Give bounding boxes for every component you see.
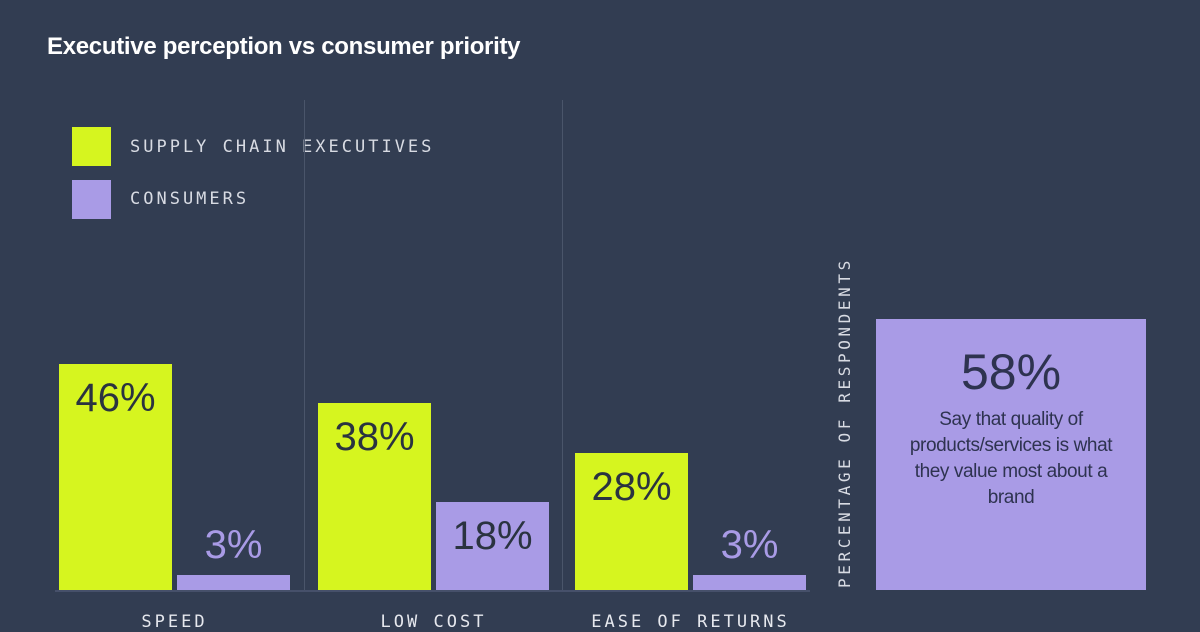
- data-label: 3%: [204, 523, 263, 568]
- data-label: 38%: [334, 415, 415, 460]
- data-label: 18%: [452, 513, 533, 558]
- bar-consumers: [436, 501, 549, 590]
- bar-consumers: [693, 575, 806, 590]
- callout-text: Say that quality of products/services is…: [909, 408, 1113, 508]
- legend-label-consumers: CONSUMERS: [130, 189, 250, 209]
- bar-consumers: [177, 575, 290, 590]
- y-axis-label: PERCENTAGE OF RESPONDENTS: [835, 257, 854, 588]
- data-label: 3%: [720, 523, 779, 568]
- legend-swatch-consumers: [72, 180, 111, 219]
- x-axis-baseline: [55, 590, 810, 592]
- callout-value: 58%: [960, 343, 1062, 400]
- legend-swatch-executives: [72, 127, 111, 166]
- category-label: SPEED: [141, 612, 208, 632]
- category-label: LOW COST: [380, 612, 487, 632]
- callout-box: 58% Say that quality of products/service…: [876, 318, 1146, 590]
- group-divider: [562, 100, 563, 590]
- category-label: EASE OF RETURNS: [591, 612, 790, 632]
- data-label: 28%: [591, 464, 672, 509]
- chart-title: Executive perception vs consumer priorit…: [47, 33, 521, 60]
- group-divider: [304, 100, 305, 590]
- data-label: 46%: [75, 376, 156, 421]
- bar-executives: [575, 452, 688, 590]
- bar-executives: [318, 403, 431, 590]
- bar-executives: [59, 364, 172, 590]
- legend-label-executives: SUPPLY CHAIN EXECUTIVES: [130, 137, 435, 157]
